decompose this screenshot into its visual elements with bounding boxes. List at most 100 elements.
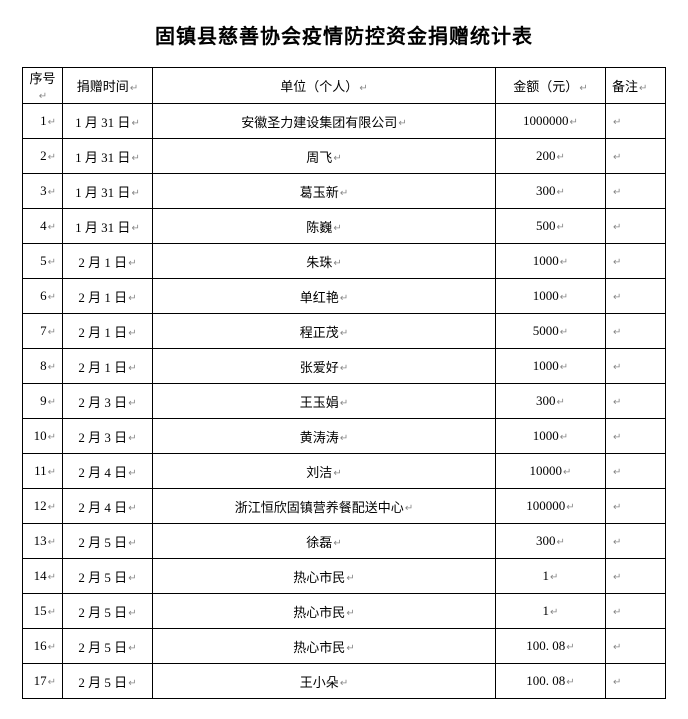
cell-org: 程正茂↵ [153, 314, 496, 349]
paragraph-mark-icon: ↵ [128, 363, 136, 374]
cell-org-text: 刘洁 [306, 465, 332, 480]
cell-date: 2 月 1 日↵ [63, 279, 153, 314]
paragraph-mark-icon: ↵ [613, 187, 621, 198]
cell-amt: 300↵ [496, 384, 606, 419]
paragraph-mark-icon: ↵ [128, 538, 136, 549]
paragraph-mark-icon: ↵ [333, 538, 341, 549]
cell-org: 热心市民↵ [153, 629, 496, 664]
paragraph-mark-icon: ↵ [359, 83, 367, 94]
cell-amt-text: 1000 [533, 358, 559, 373]
table-row: 10↵2 月 3 日↵黄涛涛↵1000↵↵ [23, 419, 666, 454]
paragraph-mark-icon: ↵ [613, 642, 621, 653]
cell-seq: 11↵ [23, 454, 63, 489]
cell-date: 2 月 5 日↵ [63, 629, 153, 664]
cell-amt-text: 1 [543, 568, 550, 583]
cell-amt-text: 5000 [533, 323, 559, 338]
cell-org-text: 热心市民 [293, 640, 345, 655]
cell-seq: 5↵ [23, 244, 63, 279]
cell-note: ↵ [606, 384, 666, 419]
cell-amt: 100. 08↵ [496, 629, 606, 664]
paragraph-mark-icon: ↵ [333, 468, 341, 479]
table-row: 17↵2 月 5 日↵王小朵↵100. 08↵↵ [23, 664, 666, 699]
cell-note: ↵ [606, 419, 666, 454]
paragraph-mark-icon: ↵ [613, 397, 621, 408]
paragraph-mark-icon: ↵ [131, 118, 139, 129]
cell-date-text: 2 月 1 日 [78, 360, 127, 375]
cell-date: 2 月 5 日↵ [63, 594, 153, 629]
cell-date: 2 月 3 日↵ [63, 384, 153, 419]
cell-seq-text: 17 [34, 673, 47, 688]
paragraph-mark-icon: ↵ [557, 187, 565, 198]
cell-date: 2 月 1 日↵ [63, 244, 153, 279]
cell-seq-text: 4 [40, 218, 47, 233]
cell-date-text: 2 月 3 日 [78, 395, 127, 410]
paragraph-mark-icon: ↵ [340, 293, 348, 304]
cell-org: 王玉娟↵ [153, 384, 496, 419]
paragraph-mark-icon: ↵ [48, 537, 56, 548]
paragraph-mark-icon: ↵ [560, 362, 568, 373]
cell-amt: 1↵ [496, 594, 606, 629]
cell-amt: 10000↵ [496, 454, 606, 489]
cell-note: ↵ [606, 104, 666, 139]
cell-org: 徐磊↵ [153, 524, 496, 559]
cell-amt-text: 100000 [526, 498, 565, 513]
paragraph-mark-icon: ↵ [128, 293, 136, 304]
cell-date-text: 2 月 5 日 [78, 605, 127, 620]
table-row: 16↵2 月 5 日↵热心市民↵100. 08↵↵ [23, 629, 666, 664]
cell-amt-text: 1 [543, 603, 550, 618]
paragraph-mark-icon: ↵ [48, 152, 56, 163]
paragraph-mark-icon: ↵ [346, 643, 354, 654]
paragraph-mark-icon: ↵ [340, 363, 348, 374]
paragraph-mark-icon: ↵ [48, 572, 56, 583]
paragraph-mark-icon: ↵ [557, 222, 565, 233]
paragraph-mark-icon: ↵ [613, 572, 621, 583]
cell-amt: 1000↵ [496, 419, 606, 454]
cell-seq: 6↵ [23, 279, 63, 314]
cell-seq: 16↵ [23, 629, 63, 664]
cell-org-text: 单红艳 [300, 290, 339, 305]
paragraph-mark-icon: ↵ [128, 328, 136, 339]
paragraph-mark-icon: ↵ [563, 467, 571, 478]
paragraph-mark-icon: ↵ [566, 677, 574, 688]
cell-seq-text: 16 [34, 638, 47, 653]
cell-date: 2 月 5 日↵ [63, 559, 153, 594]
cell-date: 2 月 1 日↵ [63, 314, 153, 349]
cell-seq-text: 12 [34, 498, 47, 513]
paragraph-mark-icon: ↵ [346, 573, 354, 584]
cell-org: 浙江恒欣固镇营养餐配送中心↵ [153, 489, 496, 524]
cell-amt: 100000↵ [496, 489, 606, 524]
paragraph-mark-icon: ↵ [333, 223, 341, 234]
cell-date-text: 1 月 31 日 [75, 185, 130, 200]
cell-seq-text: 9 [40, 393, 47, 408]
cell-date-text: 2 月 5 日 [78, 535, 127, 550]
cell-seq: 8↵ [23, 349, 63, 384]
cell-org: 张爱好↵ [153, 349, 496, 384]
cell-seq: 15↵ [23, 594, 63, 629]
paragraph-mark-icon: ↵ [128, 643, 136, 654]
table-row: 14↵2 月 5 日↵热心市民↵1↵↵ [23, 559, 666, 594]
cell-seq: 14↵ [23, 559, 63, 594]
cell-note: ↵ [606, 209, 666, 244]
table-row: 11↵2 月 4 日↵刘洁↵10000↵↵ [23, 454, 666, 489]
cell-date-text: 2 月 4 日 [78, 500, 127, 515]
cell-date-text: 2 月 3 日 [78, 430, 127, 445]
paragraph-mark-icon: ↵ [613, 152, 621, 163]
cell-note: ↵ [606, 454, 666, 489]
paragraph-mark-icon: ↵ [333, 258, 341, 269]
cell-seq: 12↵ [23, 489, 63, 524]
table-row: 15↵2 月 5 日↵热心市民↵1↵↵ [23, 594, 666, 629]
paragraph-mark-icon: ↵ [48, 642, 56, 653]
paragraph-mark-icon: ↵ [613, 467, 621, 478]
cell-seq-text: 10 [34, 428, 47, 443]
paragraph-mark-icon: ↵ [130, 83, 138, 94]
table-row: 6↵2 月 1 日↵单红艳↵1000↵↵ [23, 279, 666, 314]
cell-date-text: 1 月 31 日 [75, 220, 130, 235]
cell-seq-text: 7 [40, 323, 47, 338]
cell-amt: 1000↵ [496, 244, 606, 279]
paragraph-mark-icon: ↵ [340, 678, 348, 689]
cell-amt: 200↵ [496, 139, 606, 174]
cell-note: ↵ [606, 629, 666, 664]
paragraph-mark-icon: ↵ [613, 502, 621, 513]
cell-amt: 1000↵ [496, 349, 606, 384]
paragraph-mark-icon: ↵ [48, 607, 56, 618]
